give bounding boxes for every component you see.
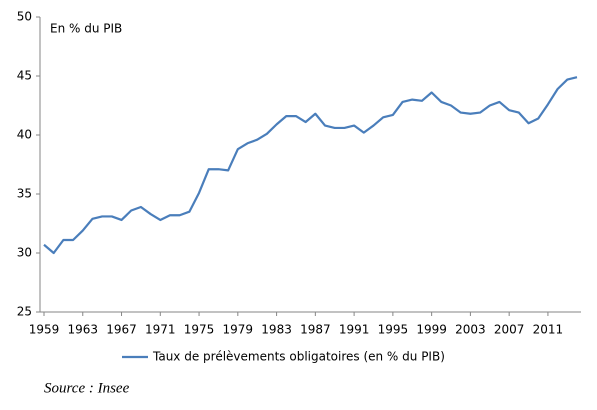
y-tick-label: 50 <box>17 10 32 24</box>
x-tick-label: 2011 <box>533 323 564 337</box>
x-tick-label: 2003 <box>455 323 486 337</box>
x-tick-label: 1967 <box>106 323 137 337</box>
y-tick-label: 45 <box>17 69 32 83</box>
y-tick-label: 30 <box>17 246 32 260</box>
y-tick-label: 25 <box>17 305 32 319</box>
data-line <box>43 76 578 255</box>
x-tick-label: 1979 <box>223 323 254 337</box>
x-tick-label: 1991 <box>339 323 370 337</box>
x-tick-label: 1987 <box>300 323 331 337</box>
y-tick-label: 35 <box>17 187 32 201</box>
y-tick-label: 40 <box>17 128 32 142</box>
annotation: En % du PIB <box>50 22 122 36</box>
x-tick-label: 1963 <box>67 323 98 337</box>
x-tick-label: 1999 <box>416 323 447 337</box>
x-tick-label: 1959 <box>29 323 60 337</box>
source: Source : Insee <box>44 380 130 396</box>
legend-label: Taux de prélèvements obligatoires (en % … <box>152 350 445 364</box>
x-tick-label: 2007 <box>494 323 525 337</box>
x-tick-label: 1983 <box>261 323 292 337</box>
x-tick-label: 1995 <box>378 323 409 337</box>
x-tick-label: 1971 <box>145 323 176 337</box>
x-tick-label: 1975 <box>184 323 215 337</box>
